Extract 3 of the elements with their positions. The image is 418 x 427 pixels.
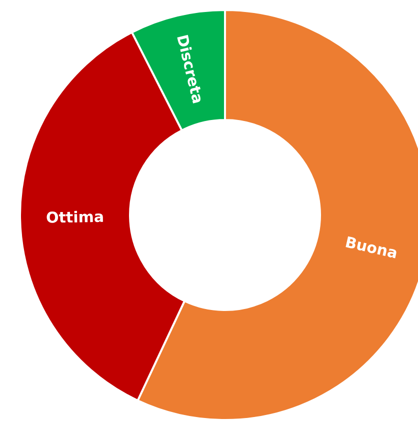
slice-label: Ottima (46, 208, 104, 227)
slice-label: Buona (343, 233, 400, 262)
slice-label: Discreta (173, 32, 207, 106)
